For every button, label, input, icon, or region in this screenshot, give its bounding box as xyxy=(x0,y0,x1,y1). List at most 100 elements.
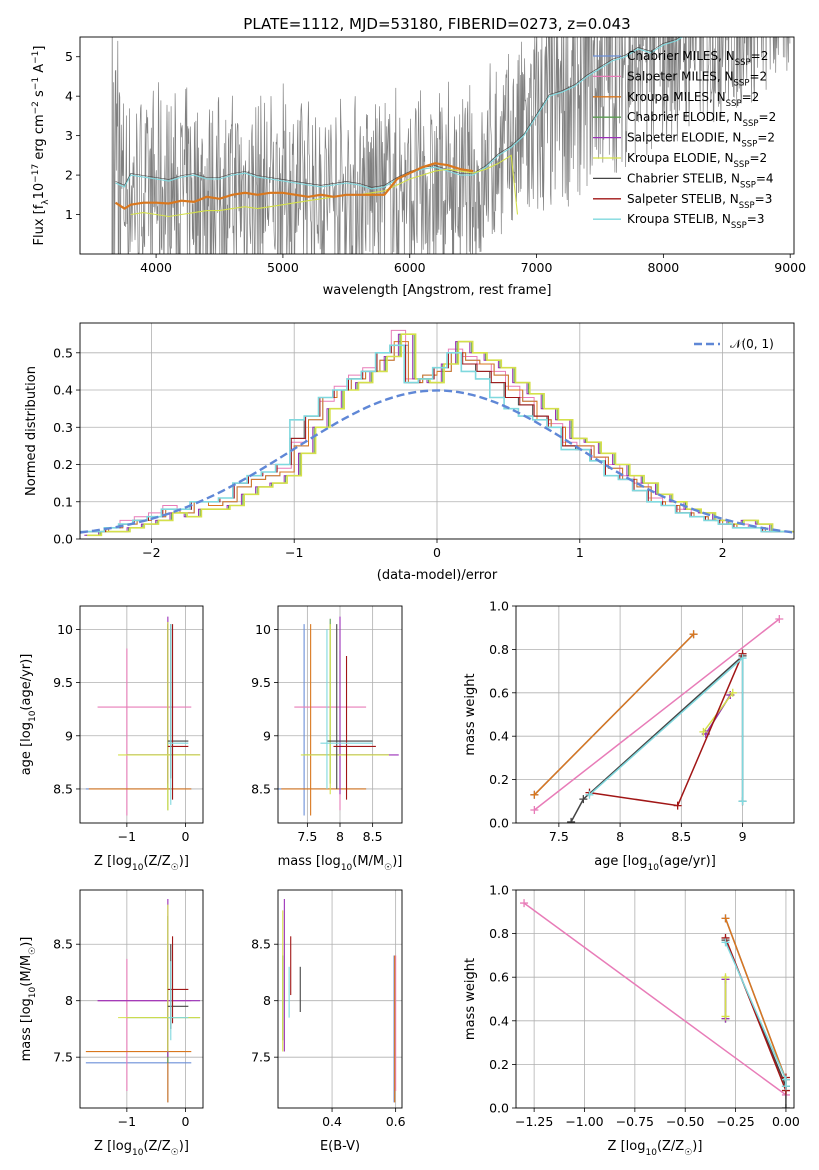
legend-label: Kroupa MILES, NSSP=2 xyxy=(627,90,759,109)
axes-frame xyxy=(515,889,795,1109)
legend-label: Chabrier ELODIE, NSSP=2 xyxy=(627,110,776,129)
x-tick-label: 6000 xyxy=(394,260,426,275)
histogram-kroupa-stelib xyxy=(80,344,790,533)
x-tick-label: 0.6 xyxy=(386,1114,406,1129)
y-axis-label: Normed distribution xyxy=(24,366,39,496)
y-tick-label: 1.0 xyxy=(489,883,509,898)
weight-marker xyxy=(520,899,529,908)
model-miles-kroupa xyxy=(114,162,474,210)
axes-frame xyxy=(515,605,795,824)
normal-distribution-curve xyxy=(80,389,794,534)
y-tick-label: 9 xyxy=(263,728,271,743)
y-axis-label: Flux [fλ10−17 erg cm−2 s−1 A−1] xyxy=(31,46,51,246)
x-axis-label: age [log10(age/yr)] xyxy=(594,854,716,873)
axes-frame xyxy=(277,889,403,1109)
legend-label: Chabrier STELIB, NSSP=4 xyxy=(627,171,774,190)
plot-content xyxy=(111,37,791,254)
y-tick-label: 0.4 xyxy=(489,729,509,744)
plot-content xyxy=(278,890,402,1108)
legend-label: Salpeter MILES, NSSP=2 xyxy=(627,69,767,88)
legend-label: Kroupa STELIB, NSSP=3 xyxy=(627,212,765,231)
y-tick-label: 10 xyxy=(255,622,271,637)
x-tick-label: 8000 xyxy=(647,260,679,275)
y-tick-label: 0.6 xyxy=(489,970,509,985)
x-tick-label: 8 xyxy=(616,829,624,844)
plot-content xyxy=(278,606,402,823)
panel-residuals: −2 −1 0 1 2 0.0 0.1 0.2 0.3 0.4 0.5 𝒩(0, 1) (data-mo… xyxy=(24,322,795,583)
legend-label: 𝒩(0, 1) xyxy=(730,337,774,351)
x-tick-label: 0.4 xyxy=(322,1114,342,1129)
y-tick-label: 5 xyxy=(65,49,73,64)
y-tick-label: 0.5 xyxy=(53,345,73,360)
x-tick-label: 4000 xyxy=(140,260,172,275)
axes-frame xyxy=(79,322,795,540)
x-axis-label: Z [log10(Z/Z☉)] xyxy=(608,1139,703,1158)
x-tick-label: 1 xyxy=(576,545,584,560)
y-tick-label: 8.5 xyxy=(251,781,271,796)
weight-marker xyxy=(781,1104,790,1108)
x-tick-label: −1 xyxy=(118,1114,136,1129)
panel-mass-vs-ebv: 0.4 0.6 7.5 8 8.5 E(B-V) xyxy=(251,889,406,1154)
y-tick-label: 0.8 xyxy=(489,926,509,941)
weight-line-salpeter-miles xyxy=(533,618,780,811)
legend-label: Chabrier MILES, NSSP=2 xyxy=(627,49,768,68)
y-tick-label: 0.0 xyxy=(489,1101,509,1116)
x-tick-label: 9 xyxy=(739,829,747,844)
x-tick-label: −2 xyxy=(142,545,160,560)
y-tick-label: 0.0 xyxy=(53,532,73,547)
y-tick-label: 8.5 xyxy=(251,937,271,952)
y-tick-label: 8 xyxy=(263,993,271,1008)
figure-title: PLATE=1112, MJD=53180, FIBERID=0273, z=0… xyxy=(243,15,630,33)
y-tick-label: 1.0 xyxy=(489,599,509,614)
y-tick-label: 0.4 xyxy=(489,1013,509,1028)
x-tick-label: −0.75 xyxy=(616,1114,654,1129)
plot-content xyxy=(80,606,203,823)
x-tick-label: 7000 xyxy=(521,260,553,275)
y-tick-label: 9 xyxy=(65,728,73,743)
weight-marker xyxy=(579,795,588,804)
y-tick-label: 3 xyxy=(65,128,73,143)
x-axis-label: Z [log10(Z/Z☉)] xyxy=(94,854,189,873)
panel-spectrum: 4000 5000 6000 7000 8000 9000 1 2 3 4 5 Chabrier MI… xyxy=(31,36,806,298)
y-tick-label: 1 xyxy=(65,207,73,222)
plot-area xyxy=(80,606,203,823)
weight-marker xyxy=(530,805,539,814)
y-tick-label: 4 xyxy=(65,89,73,104)
y-tick-label: 2 xyxy=(65,168,73,183)
axes-frame xyxy=(79,605,204,824)
y-tick-label: 9.5 xyxy=(251,675,271,690)
observed-spectrum xyxy=(111,37,791,254)
y-axis-label: mass weight xyxy=(463,958,478,1040)
panel-weight-vs-Z: −1.25 −1.00 −0.75 −0.50 −0.25 0.00 0.0 0.2 0.4 0.… xyxy=(463,883,800,1159)
x-tick-label: 7.5 xyxy=(297,829,317,844)
weight-line-kroupa-miles xyxy=(533,633,695,796)
y-tick-label: 0.4 xyxy=(53,383,73,398)
weight-marker xyxy=(721,1012,730,1021)
panel-mass-vs-Z: −1 0 7.5 8 8.5 Z [log10(Z/Z☉)] mass [log10(M/M… xyxy=(19,889,204,1158)
x-tick-label: 8.5 xyxy=(363,829,383,844)
x-tick-label: 0 xyxy=(181,1114,189,1129)
model-elodie-kroupa xyxy=(130,154,519,218)
y-tick-label: 0.2 xyxy=(489,1057,509,1072)
x-axis-label: E(B-V) xyxy=(320,1139,360,1154)
y-tick-label: 9.5 xyxy=(53,675,73,690)
axes-frame xyxy=(79,36,795,255)
panel-weight-vs-age: 7.5 8 8.5 9 0.0 0.2 0.4 0.6 0.8 1.0 age [log10(age… xyxy=(463,599,795,873)
panel-age-vs-Z: −1 0 8.5 9 9.5 10 Z [log10(Z/Z☉)] age [log10(ag… xyxy=(19,605,204,873)
weight-marker xyxy=(738,797,747,806)
weight-marker xyxy=(721,914,730,923)
x-tick-label: 7.5 xyxy=(549,829,569,844)
x-tick-label: −1.25 xyxy=(515,1114,553,1129)
weight-marker xyxy=(728,688,737,697)
plot-content xyxy=(516,890,794,1108)
x-tick-label: 0 xyxy=(433,545,441,560)
plot-area xyxy=(80,890,203,1108)
y-tick-label: 10 xyxy=(57,622,73,637)
weight-marker xyxy=(585,790,594,799)
y-tick-label: 0.3 xyxy=(53,420,73,435)
axes-frame xyxy=(79,889,204,1109)
y-tick-label: 0.8 xyxy=(489,642,509,657)
weight-marker xyxy=(781,1082,790,1091)
y-tick-label: 0.2 xyxy=(489,772,509,787)
x-axis-label: Z [log10(Z/Z☉)] xyxy=(94,1139,189,1158)
